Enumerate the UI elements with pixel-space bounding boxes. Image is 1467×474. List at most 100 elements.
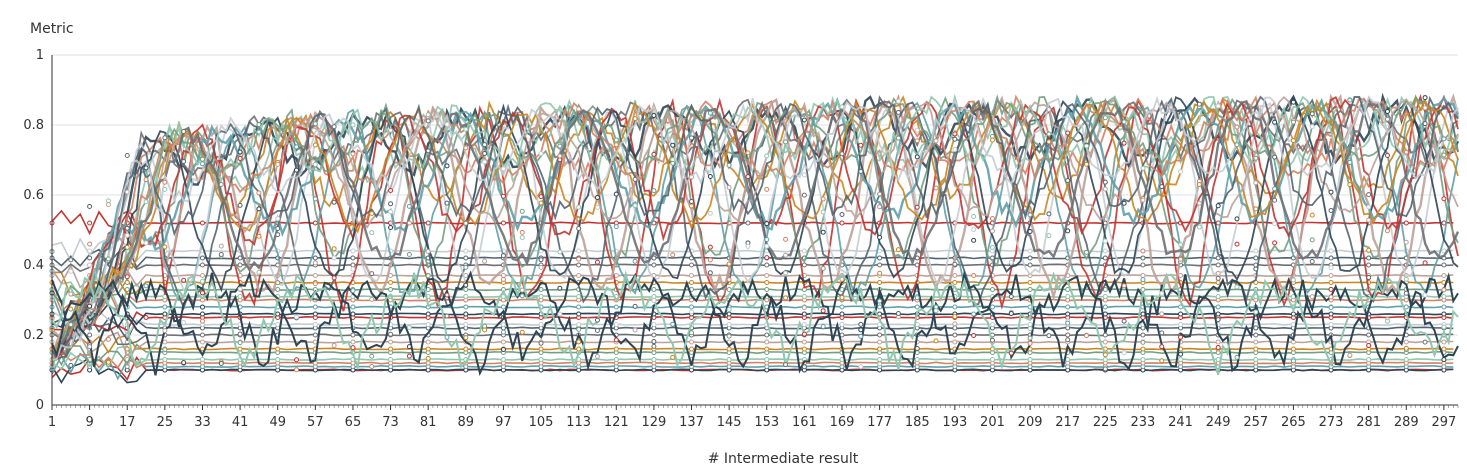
series-point (1347, 182, 1353, 188)
series-point (839, 322, 845, 327)
series-point (1366, 332, 1372, 338)
series-point (1215, 311, 1221, 317)
series-point (1384, 228, 1390, 234)
series-point (388, 331, 394, 337)
series-point (199, 357, 205, 362)
series-point (1384, 109, 1390, 115)
series-point (707, 110, 713, 116)
series-point (1366, 247, 1372, 253)
series-point (877, 270, 883, 276)
series-point (764, 332, 770, 338)
series-point (576, 106, 582, 112)
series-point (237, 202, 243, 208)
series-point (463, 287, 469, 292)
series-point (726, 185, 732, 191)
series-point (124, 244, 130, 250)
series-point (707, 174, 713, 180)
series-point (463, 335, 469, 341)
series-point (237, 155, 243, 161)
series-point (1234, 284, 1240, 290)
series-point (105, 256, 111, 262)
series-point (181, 159, 187, 165)
series-point (651, 332, 657, 338)
series-point (839, 211, 845, 217)
series-point (350, 345, 356, 351)
series-point (312, 161, 318, 167)
series-point (519, 234, 525, 240)
series-point (87, 220, 93, 226)
series-point (482, 159, 488, 165)
series-point (463, 248, 469, 254)
series-point (877, 204, 883, 210)
series-point (312, 311, 318, 317)
x-tick-label: 41 (232, 415, 249, 430)
series-point (1403, 339, 1409, 345)
series-point (68, 322, 74, 328)
series-point (952, 314, 958, 320)
series-point (1309, 124, 1315, 130)
series-point (726, 162, 732, 168)
series-point (1178, 256, 1184, 262)
series-point (1196, 101, 1202, 107)
series-point (1065, 337, 1071, 343)
series-point (275, 357, 281, 362)
series-point (820, 323, 826, 329)
series-point (576, 346, 582, 352)
series-point (783, 236, 789, 242)
series-point (764, 221, 770, 227)
series-point (1140, 262, 1146, 268)
y-tick-label: 0.6 (23, 188, 44, 203)
x-tick-label: 265 (1281, 415, 1306, 430)
series-point (707, 270, 713, 276)
series-point (463, 264, 469, 270)
series-point (312, 121, 318, 127)
series-point (1065, 332, 1071, 338)
series-point (557, 249, 563, 255)
series-point (877, 357, 883, 362)
x-tick-label: 105 (529, 415, 554, 430)
series-point (933, 338, 939, 344)
series-point (1441, 311, 1447, 317)
series-point (1309, 237, 1315, 243)
series-point (463, 126, 469, 132)
series-point (1178, 357, 1184, 362)
series-point (425, 355, 431, 361)
series-point (895, 98, 901, 104)
series-point (914, 345, 920, 351)
series-point (1384, 153, 1390, 159)
series-point (764, 357, 770, 362)
series-point (1441, 262, 1447, 268)
series-point (500, 329, 506, 335)
series-point (689, 262, 695, 268)
series-point (670, 252, 676, 258)
series-point (858, 321, 864, 327)
series-point (989, 228, 995, 234)
plot-area (49, 92, 1460, 384)
series-point (1290, 99, 1296, 105)
series-point (1027, 280, 1033, 285)
series-point (1159, 184, 1165, 190)
series-point (500, 193, 506, 199)
series-point (1384, 116, 1390, 122)
series-point (369, 296, 375, 302)
series-point (256, 122, 262, 128)
series-point (1159, 311, 1165, 317)
series-line (51, 95, 1459, 361)
series-point (689, 273, 695, 278)
series-line (51, 95, 1459, 361)
x-tick-label: 9 (85, 415, 93, 430)
y-axis: 0 0.2 0.4 0.6 0.8 1 (23, 48, 53, 413)
series-point (952, 339, 958, 345)
series-point (858, 327, 864, 333)
series-point (1102, 366, 1108, 372)
series-point (1008, 259, 1014, 265)
series-point (275, 287, 281, 292)
series-point (1159, 344, 1165, 350)
series-point (1215, 262, 1221, 268)
series-point (162, 328, 168, 334)
series-point (1178, 273, 1184, 278)
y-tick-label: 1 (36, 48, 44, 63)
series-point (1422, 339, 1428, 345)
series-point (162, 179, 168, 185)
series-point (594, 317, 600, 323)
